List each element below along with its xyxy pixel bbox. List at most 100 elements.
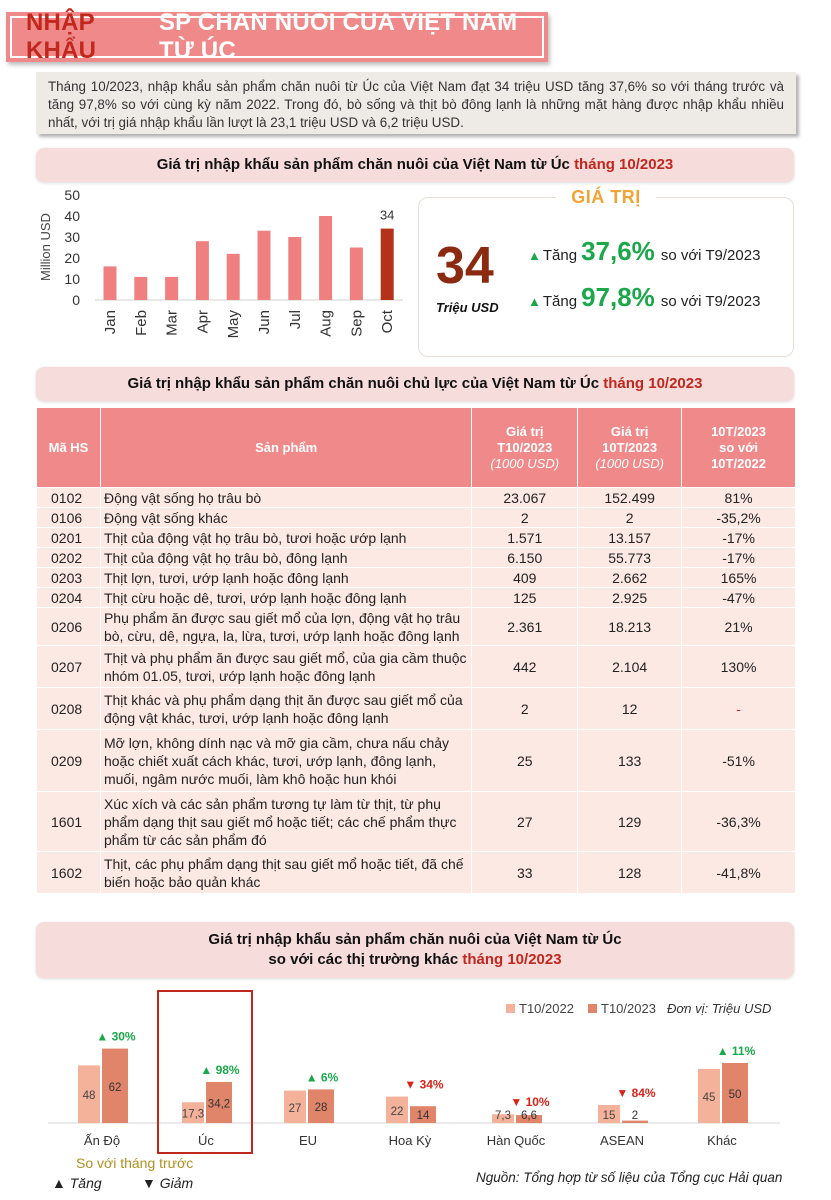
- cell-t10: 2.361: [471, 607, 579, 646]
- bar-2022: [386, 1096, 408, 1123]
- cell-t10: 27: [471, 791, 579, 852]
- header-product: Sản phẩm: [99, 407, 473, 488]
- cell-t10m: 2.662: [577, 567, 683, 588]
- x-tick-label: Sep: [348, 310, 365, 337]
- unit-label: Đơn vị: Triệu USD: [667, 1001, 771, 1016]
- bar-aug: [319, 216, 333, 300]
- growth-compare: so với T9/2023: [660, 247, 761, 264]
- bar-2023: [722, 1063, 748, 1123]
- change-label: ▲ 11%: [717, 1044, 756, 1058]
- cell-t10: 33: [471, 851, 579, 894]
- y-tick-label: 10: [64, 271, 80, 287]
- table-header-row: Mã HS Sản phẩm Giá trị T10/2023 (1000 US…: [36, 407, 796, 488]
- cell-hs: 0204: [36, 587, 101, 608]
- header-t10: Giá trị T10/2023 (1000 USD): [471, 407, 579, 488]
- cell-product: Xúc xích và các sản phẩm tương tự làm từ…: [99, 791, 473, 852]
- change-label: ▼ 34%: [404, 1078, 444, 1092]
- header-t10m-line2: 10T/2023: [602, 439, 658, 455]
- cell-product: Thịt khác và phụ phẩm dạng thịt ăn được …: [99, 687, 473, 730]
- value-label-2022: 22: [391, 1106, 404, 1118]
- cell-cmp: -51%: [681, 729, 796, 792]
- value-label-2023: 28: [315, 1102, 328, 1114]
- cell-t10: 2: [471, 507, 579, 528]
- y-tick-label: 30: [64, 229, 80, 245]
- value-label-2023: 14: [417, 1110, 430, 1122]
- cell-cmp: -41,8%: [681, 851, 796, 894]
- legend-swatch-2023: [588, 1004, 597, 1013]
- x-tick-label: May: [225, 310, 242, 339]
- cell-hs: 0207: [36, 645, 101, 688]
- growth-pct: 37,6%: [581, 236, 655, 266]
- section1-highlight: tháng 10/2023: [574, 156, 674, 173]
- value-label-2022: 15: [603, 1110, 616, 1122]
- table-row: 1601 Xúc xích và các sản phẩm tương tự là…: [36, 791, 796, 852]
- market-bar-chart: T10/2022 T10/2023 Đơn vị: Triệu USD 48 62 ▲ 3…: [48, 990, 780, 1154]
- y-tick-label: 50: [64, 187, 80, 203]
- source-note: Nguồn: Tổng hợp từ số liệu của Tổng cục …: [476, 1170, 783, 1185]
- section3-line2: so với các thị trường khác: [268, 951, 459, 968]
- legend-label-2022: T10/2022: [519, 1001, 574, 1016]
- section1-title: Giá trị nhập khẩu sản phẩm chăn nuôi của…: [156, 156, 570, 173]
- cell-t10m: 55.773: [577, 547, 683, 568]
- x-tick-label: Mar: [164, 310, 181, 336]
- x-tick-label: Jul: [287, 310, 304, 329]
- title-part1: NHẬP KHẨU: [26, 9, 97, 64]
- growth-row-2: ▲ Tăng 97,8% so với T9/2023: [528, 282, 760, 313]
- value-label-2023: 62: [109, 1082, 122, 1094]
- section1-header: Giá trị nhập khẩu sản phẩm chăn nuôi của…: [36, 148, 794, 182]
- cell-t10: 25: [471, 729, 579, 792]
- monthly-bar-chart: Million USD 0 10 20 30 40 50 Jan Feb Mar Apr May Jun…: [38, 187, 403, 339]
- table-row: 0202 Thịt của động vật họ trâu bò, đông l…: [36, 547, 796, 568]
- bar-2022: [698, 1069, 720, 1123]
- bar-jan: [103, 266, 117, 300]
- cell-cmp: 81%: [681, 487, 796, 508]
- title-banner: NHẬP KHẨU SP CHĂN NUÔI CỦA VIỆT NAM TỪ Ú…: [6, 9, 548, 64]
- cell-cmp: -17%: [681, 547, 796, 568]
- category-label: Khác: [707, 1133, 737, 1148]
- big-value: 34: [436, 237, 494, 295]
- cell-hs: 0203: [36, 567, 101, 588]
- cell-product: Thịt và phụ phẩm ăn được sau giết mổ, củ…: [99, 645, 473, 688]
- x-tick-label: Apr: [194, 310, 211, 333]
- bar-data-label: 34: [380, 208, 394, 223]
- growth-label: Tăng: [542, 293, 578, 310]
- cell-cmp: -35,2%: [681, 507, 796, 528]
- value-label-2022: 27: [289, 1103, 302, 1115]
- cell-t10m: 152.499: [577, 487, 683, 508]
- bar-2023: [308, 1089, 334, 1123]
- section3-line1: Giá trị nhập khẩu sản phẩm chăn nuôi của…: [208, 931, 622, 948]
- table-row: 0106 Động vật sống khác 2 2 -35,2%: [36, 507, 796, 528]
- header-t10m-line1: Giá trị: [610, 423, 649, 439]
- bar-2023: [410, 1106, 436, 1123]
- section2-title: Giá trị nhập khẩu sản phẩm chăn nuôi chủ…: [127, 375, 600, 392]
- value-label-2023: 6,6: [521, 1110, 537, 1122]
- bar-sep: [349, 247, 363, 300]
- cell-hs: 0209: [36, 729, 101, 792]
- category-label: Ấn Độ: [84, 1133, 120, 1148]
- cell-cmp: -: [681, 687, 796, 730]
- bar-2022: [492, 1114, 514, 1123]
- change-label: ▲ 98%: [200, 1063, 240, 1077]
- cell-hs: 1601: [36, 791, 101, 852]
- value-label-2023: 50: [729, 1089, 742, 1101]
- cell-cmp: -17%: [681, 527, 796, 548]
- cell-product: Mỡ lợn, không dính nạc và mỡ gia cầm, ch…: [99, 729, 473, 792]
- big-value-unit: Triệu USD: [436, 300, 499, 315]
- bar-jul: [288, 237, 302, 300]
- table-row: 0207 Thịt và phụ phẩm ăn được sau giết mổ…: [36, 645, 796, 688]
- change-label: ▲ 6%: [306, 1070, 339, 1084]
- cell-hs: 0106: [36, 507, 101, 528]
- section3-header: Giá trị nhập khẩu sản phẩm chăn nuôi của…: [36, 922, 794, 978]
- value-panel-title: GIÁ TRỊ: [556, 187, 656, 208]
- header-cmp-line3: 10T/2022: [711, 455, 767, 471]
- cell-t10m: 2.925: [577, 587, 683, 608]
- header-cmp-line1: 10T/2023: [711, 423, 767, 439]
- cell-hs: 0202: [36, 547, 101, 568]
- table-row: 0206 Phụ phẩm ăn được sau giết mổ của lợn…: [36, 607, 796, 646]
- cell-t10m: 12: [577, 687, 683, 730]
- category-label: Hoa Kỳ: [389, 1133, 432, 1148]
- cell-t10: 1.571: [471, 527, 579, 548]
- cell-product: Động vật sống khác: [99, 507, 473, 528]
- bar-jun: [257, 230, 271, 300]
- cell-hs: 0206: [36, 607, 101, 646]
